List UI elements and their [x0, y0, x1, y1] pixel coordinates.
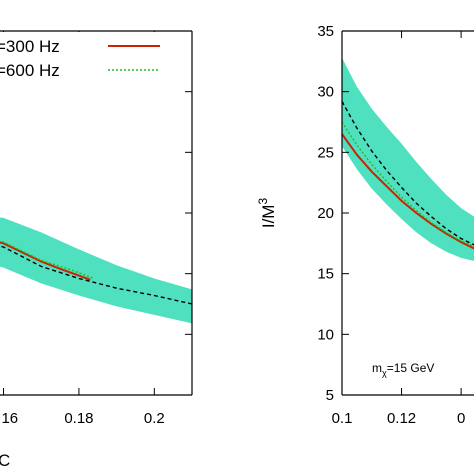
right-panel: 5 10 15 20 25 30 35 0.1 0.12 0 I/M3 mχ=15 GeV — [256, 23, 474, 427]
legend-label-600hz: =600 Hz — [0, 61, 60, 80]
right-axis-ticks — [341, 30, 462, 396]
right-x-tick-label: 0.12 — [387, 410, 416, 427]
right-band-area — [342, 57, 474, 262]
left-axis-ticks — [3, 30, 192, 396]
left-x-tick-label: 0.16 — [0, 410, 18, 427]
right-y-tick-label: 15 — [317, 266, 334, 283]
right-y-tick-label: 5 — [326, 387, 334, 404]
right-uncertainty-band — [342, 57, 474, 262]
legend-box — [0, 32, 168, 80]
right-x-tick-label: 0.1 — [332, 410, 353, 427]
left-x-tick-labels: 0.16 0.18 0.2 — [0, 410, 165, 427]
left-series-dashed-line — [0, 245, 193, 305]
left-x-tick-label: 0.2 — [144, 410, 165, 427]
right-y-tick-label: 30 — [317, 84, 334, 101]
right-y-tick-label: 20 — [317, 205, 334, 222]
legend: =300 Hz =600 Hz — [0, 32, 168, 80]
left-x-tick-label: 0.18 — [64, 410, 93, 427]
right-y-axis-label: I/M3 — [256, 198, 278, 229]
right-series-dashed-line — [341, 101, 474, 246]
left-uncertainty-band — [0, 217, 192, 324]
left-panel: 0.16 0.18 0.2 C =300 Hz =600 Hz — [0, 30, 193, 470]
left-x-axis-label: C — [0, 451, 10, 470]
right-x-tick-label: 0 — [457, 410, 465, 427]
right-x-tick-labels: 0.1 0.12 0 — [332, 410, 466, 427]
right-series-group — [341, 101, 474, 250]
left-band-area — [0, 217, 192, 324]
right-y-tick-label: 10 — [317, 326, 334, 343]
left-series-solid-line — [0, 241, 91, 281]
right-series-dotted-line — [341, 121, 474, 247]
mass-annotation-value: =15 GeV — [387, 361, 435, 375]
right-y-tick-label: 25 — [317, 144, 334, 161]
legend-label-300hz: =300 Hz — [0, 37, 60, 56]
right-y-axis-label-exponent: 3 — [256, 198, 270, 205]
right-y-tick-label: 35 — [317, 23, 334, 40]
mass-annotation: mχ=15 GeV — [372, 361, 434, 378]
right-y-tick-labels: 5 10 15 20 25 30 35 — [317, 23, 334, 404]
mass-annotation-subscript: χ — [382, 368, 387, 378]
left-series-group — [0, 240, 193, 305]
right-series-solid-line — [341, 133, 474, 250]
